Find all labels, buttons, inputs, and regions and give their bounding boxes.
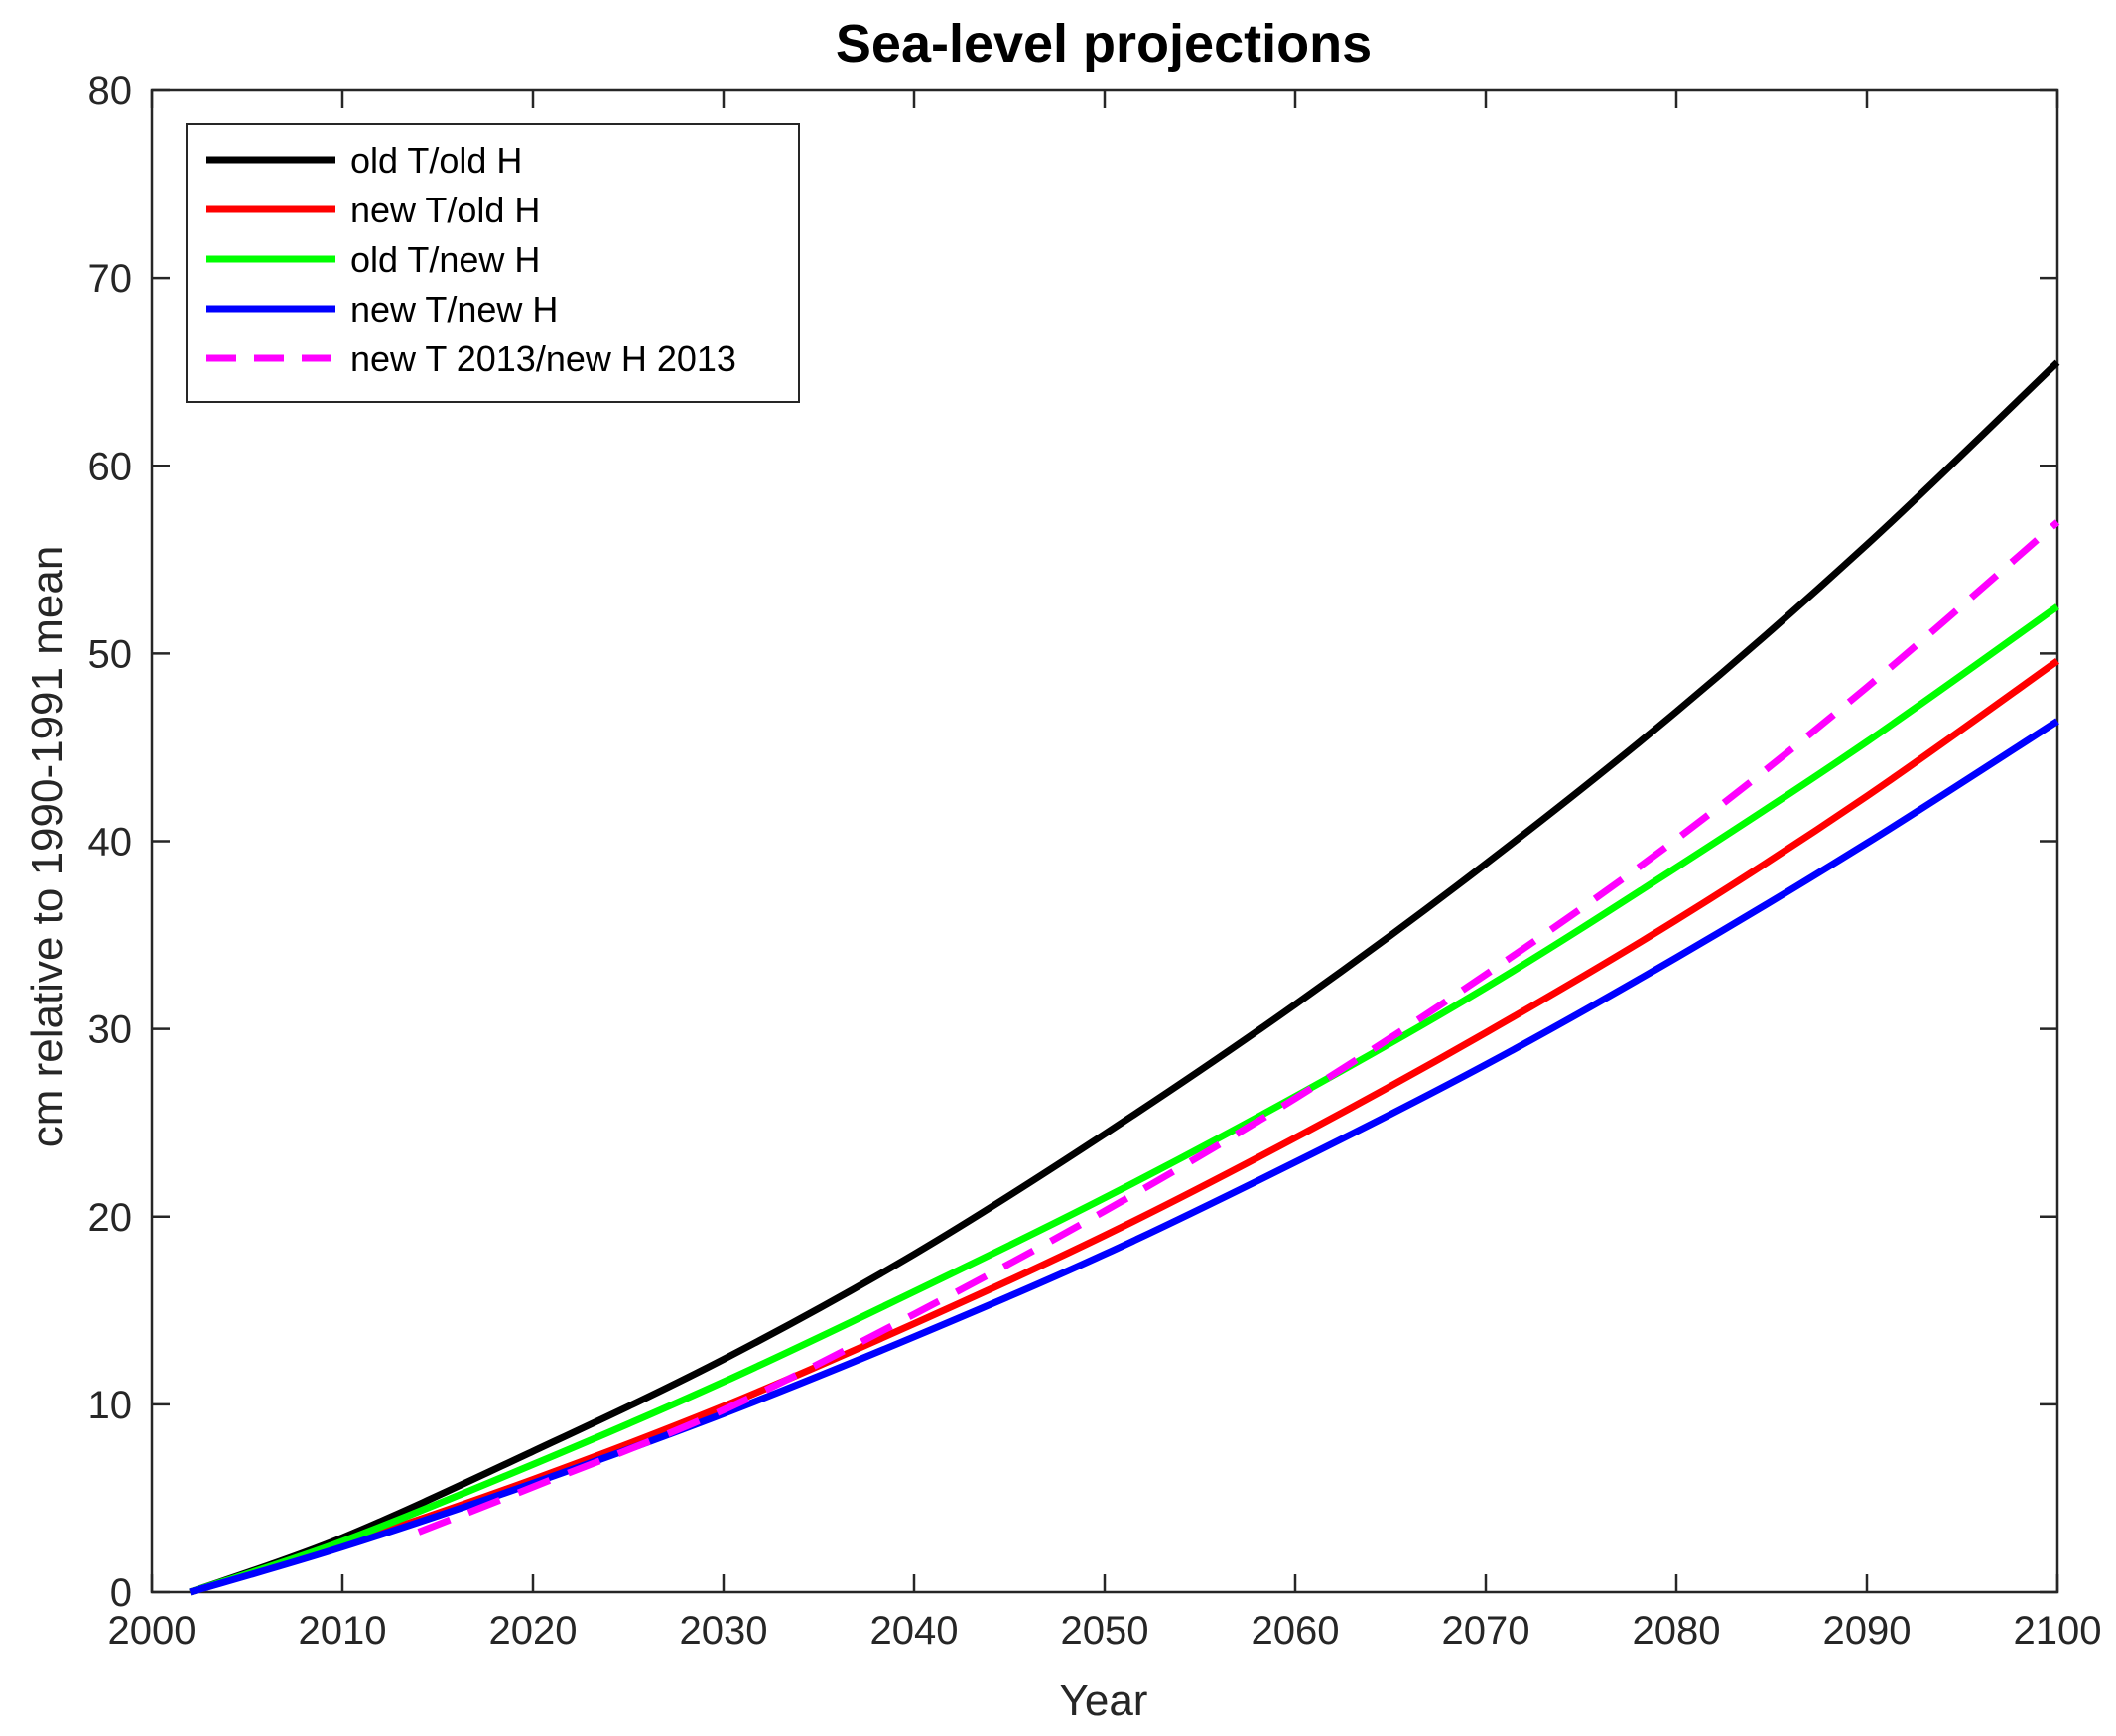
x-tick-label: 2050 xyxy=(1061,1609,1149,1653)
y-tick-label: 40 xyxy=(88,821,133,865)
y-tick-label: 0 xyxy=(110,1571,132,1615)
legend-label-2: new T/old H xyxy=(350,190,540,230)
x-tick-label: 2030 xyxy=(680,1609,768,1653)
y-tick-label: 70 xyxy=(88,257,133,301)
series-line-5 xyxy=(417,519,2060,1536)
y-tick-label: 80 xyxy=(88,69,133,113)
series-line-4 xyxy=(189,718,2059,1596)
y-tick-label: 50 xyxy=(88,632,133,676)
x-tick-label: 2010 xyxy=(299,1609,387,1653)
x-tick-label: 2020 xyxy=(489,1609,578,1653)
x-tick-label: 2080 xyxy=(1633,1609,1721,1653)
y-tick-label: 10 xyxy=(88,1384,133,1427)
legend-box xyxy=(186,123,800,403)
x-tick-label: 2070 xyxy=(1442,1609,1530,1653)
series-line-1 xyxy=(189,359,2060,1596)
legend-label-1: old T/old H xyxy=(350,140,522,181)
y-tick-label: 60 xyxy=(88,445,133,488)
x-tick-label: 2090 xyxy=(1823,1609,1912,1653)
plot-area: 2000 2010 2020 2030 2040 2050 2060 2070 2080 2090… xyxy=(88,69,2102,1653)
x-tick-label: 2040 xyxy=(870,1609,959,1653)
x-tick-label: 2100 xyxy=(2014,1609,2102,1653)
x-tick-label: 2000 xyxy=(108,1609,197,1653)
x-tick-label: 2060 xyxy=(1252,1609,1340,1653)
series-line-3 xyxy=(189,603,2060,1596)
x-axis-label: Year xyxy=(1060,1676,1148,1725)
y-tick-label: 30 xyxy=(88,1008,133,1052)
legend-label-4: new T/new H xyxy=(350,289,558,330)
y-axis-label: cm relative to 1990-1991 mean xyxy=(23,546,71,1148)
chart-title: Sea-level projections xyxy=(836,14,1372,73)
legend-label-5: new T 2013/new H 2013 xyxy=(350,338,736,379)
legend-label-3: old T/new H xyxy=(350,239,540,280)
y-tick-label: 20 xyxy=(88,1196,133,1240)
